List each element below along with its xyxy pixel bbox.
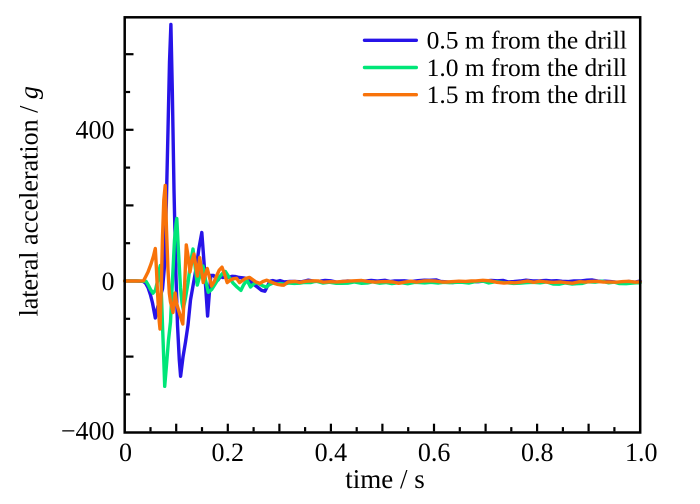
svg-text:1.0: 1.0	[625, 438, 658, 467]
svg-text:−400: −400	[61, 417, 115, 446]
svg-text:0: 0	[119, 438, 132, 467]
svg-text:0.5 m from the drill: 0.5 m from the drill	[427, 26, 627, 55]
svg-text:lateral acceleration / g: lateral acceleration / g	[15, 86, 44, 316]
svg-text:1.0 m from the drill: 1.0 m from the drill	[427, 53, 627, 82]
svg-text:0.6: 0.6	[418, 438, 451, 467]
svg-text:400: 400	[76, 115, 115, 144]
svg-text:0.8: 0.8	[521, 438, 554, 467]
svg-text:time / s: time / s	[345, 464, 425, 494]
svg-text:0: 0	[102, 267, 115, 296]
svg-text:0.2: 0.2	[212, 438, 245, 467]
svg-text:0.4: 0.4	[315, 438, 348, 467]
svg-text:1.5 m from the drill: 1.5 m from the drill	[427, 80, 627, 109]
